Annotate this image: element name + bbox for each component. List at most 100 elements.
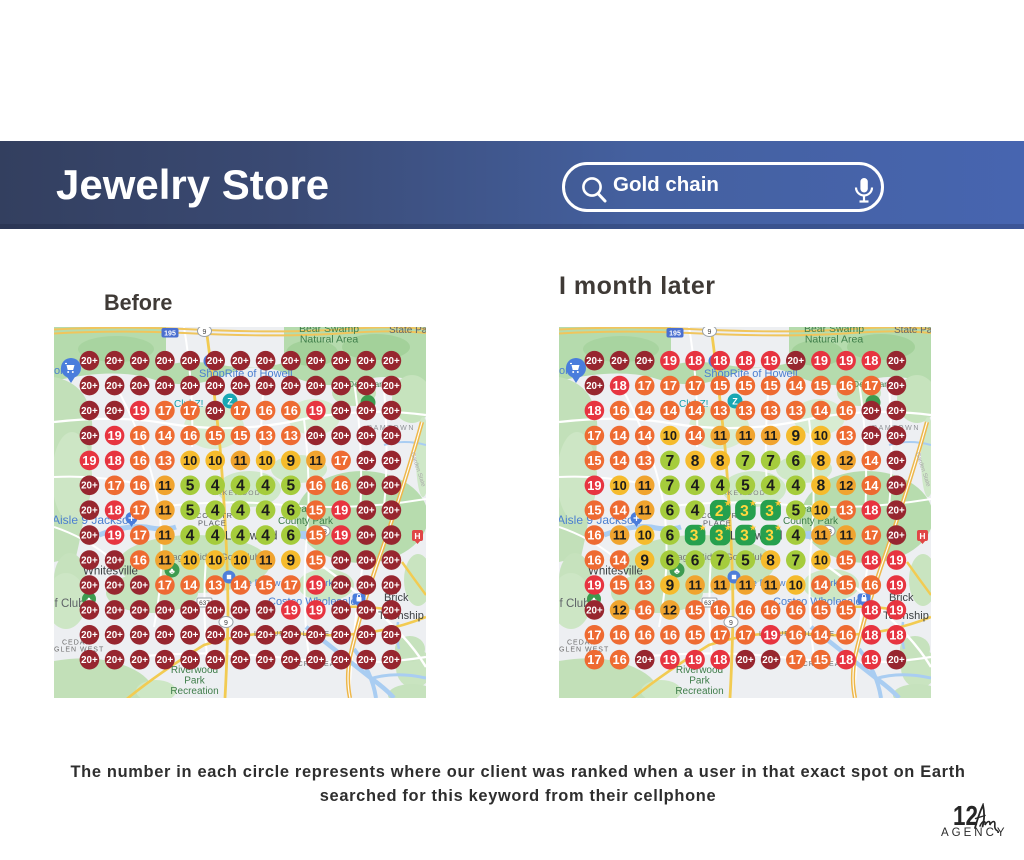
svg-text:20+: 20+ [232, 655, 249, 666]
svg-text:16: 16 [839, 627, 853, 642]
svg-text:10: 10 [208, 553, 222, 568]
svg-text:11: 11 [613, 528, 627, 543]
svg-text:15: 15 [309, 503, 323, 518]
svg-text:8: 8 [716, 453, 725, 470]
svg-text:6: 6 [691, 553, 700, 570]
svg-text:17: 17 [587, 627, 601, 642]
svg-text:16: 16 [258, 403, 272, 418]
svg-text:10: 10 [663, 428, 677, 443]
svg-text:17: 17 [587, 652, 601, 667]
svg-text:16: 16 [612, 627, 626, 642]
svg-text:20+: 20+ [232, 381, 249, 392]
svg-text:14: 14 [612, 428, 627, 443]
svg-text:14: 14 [789, 378, 804, 393]
svg-text:4: 4 [691, 503, 700, 520]
svg-text:20+: 20+ [81, 431, 98, 442]
svg-text:15: 15 [309, 528, 323, 543]
svg-text:20+: 20+ [888, 655, 905, 666]
svg-text:16: 16 [638, 602, 652, 617]
svg-text:16: 16 [612, 652, 626, 667]
svg-text:19: 19 [663, 353, 677, 368]
svg-text:14: 14 [612, 503, 627, 518]
svg-text:20+: 20+ [383, 580, 400, 591]
svg-text:16: 16 [839, 403, 853, 418]
svg-text:20+: 20+ [106, 406, 123, 417]
svg-text:20+: 20+ [81, 580, 98, 591]
svg-text:20+: 20+ [157, 655, 174, 666]
svg-text:19: 19 [82, 453, 96, 468]
svg-text:3: 3 [690, 528, 699, 545]
svg-text:6: 6 [286, 503, 295, 520]
svg-text:20+: 20+ [308, 381, 325, 392]
svg-text:13: 13 [284, 428, 298, 443]
svg-text:17: 17 [334, 453, 348, 468]
svg-text:10: 10 [789, 578, 803, 593]
svg-text:20+: 20+ [257, 655, 274, 666]
svg-text:13: 13 [763, 403, 777, 418]
svg-text:15: 15 [839, 553, 853, 568]
svg-text:20+: 20+ [383, 406, 400, 417]
svg-text:19: 19 [334, 503, 348, 518]
svg-text:20+: 20+ [358, 531, 375, 542]
svg-text:14: 14 [158, 428, 173, 443]
svg-text:20+: 20+ [308, 431, 325, 442]
svg-text:11: 11 [234, 453, 248, 468]
svg-text:20+: 20+ [106, 630, 123, 641]
svg-text:20+: 20+ [207, 630, 224, 641]
svg-text:19: 19 [107, 528, 121, 543]
svg-text:20+: 20+ [182, 605, 199, 616]
svg-text:18: 18 [864, 627, 878, 642]
svg-text:20+: 20+ [81, 655, 98, 666]
svg-text:20+: 20+ [157, 356, 174, 367]
svg-text:17: 17 [638, 378, 652, 393]
svg-text:19: 19 [284, 602, 298, 617]
svg-text:★: ★ [774, 498, 782, 508]
svg-text:6: 6 [791, 453, 800, 470]
svg-text:4: 4 [766, 478, 775, 495]
svg-text:19: 19 [663, 652, 677, 667]
svg-text:5: 5 [186, 478, 195, 495]
svg-text:11: 11 [764, 578, 778, 593]
svg-text:20+: 20+ [358, 580, 375, 591]
svg-text:19: 19 [133, 403, 147, 418]
svg-text:★: ★ [699, 523, 707, 533]
svg-text:16: 16 [839, 378, 853, 393]
svg-text:20+: 20+ [787, 356, 804, 367]
svg-text:15: 15 [612, 578, 626, 593]
svg-text:14: 14 [663, 403, 678, 418]
svg-text:20+: 20+ [106, 655, 123, 666]
svg-text:11: 11 [638, 503, 652, 518]
svg-text:15: 15 [233, 428, 247, 443]
svg-text:20+: 20+ [106, 356, 123, 367]
svg-text:20+: 20+ [131, 580, 148, 591]
svg-text:20+: 20+ [106, 605, 123, 616]
svg-text:★: ★ [724, 523, 732, 533]
svg-text:4: 4 [211, 478, 220, 495]
svg-text:20+: 20+ [358, 481, 375, 492]
svg-text:19: 19 [309, 403, 323, 418]
svg-text:19: 19 [889, 578, 903, 593]
svg-text:20+: 20+ [888, 531, 905, 542]
svg-text:20+: 20+ [81, 506, 98, 517]
svg-text:9: 9 [286, 553, 295, 570]
svg-text:20+: 20+ [358, 406, 375, 417]
svg-text:19: 19 [334, 528, 348, 543]
svg-text:★: ★ [749, 498, 757, 508]
svg-text:3: 3 [740, 528, 749, 545]
svg-text:6: 6 [286, 528, 295, 545]
svg-text:4: 4 [791, 528, 800, 545]
svg-text:18: 18 [713, 353, 727, 368]
svg-text:11: 11 [688, 578, 702, 593]
svg-text:14: 14 [612, 553, 627, 568]
svg-text:9: 9 [640, 553, 649, 570]
svg-text:19: 19 [763, 353, 777, 368]
svg-text:18: 18 [864, 353, 878, 368]
svg-text:20+: 20+ [257, 630, 274, 641]
svg-text:20+: 20+ [207, 356, 224, 367]
svg-text:20+: 20+ [282, 356, 299, 367]
svg-text:15: 15 [814, 378, 828, 393]
svg-text:17: 17 [663, 378, 677, 393]
svg-text:15: 15 [309, 553, 323, 568]
svg-text:12: 12 [839, 478, 853, 493]
svg-text:4: 4 [211, 528, 220, 545]
